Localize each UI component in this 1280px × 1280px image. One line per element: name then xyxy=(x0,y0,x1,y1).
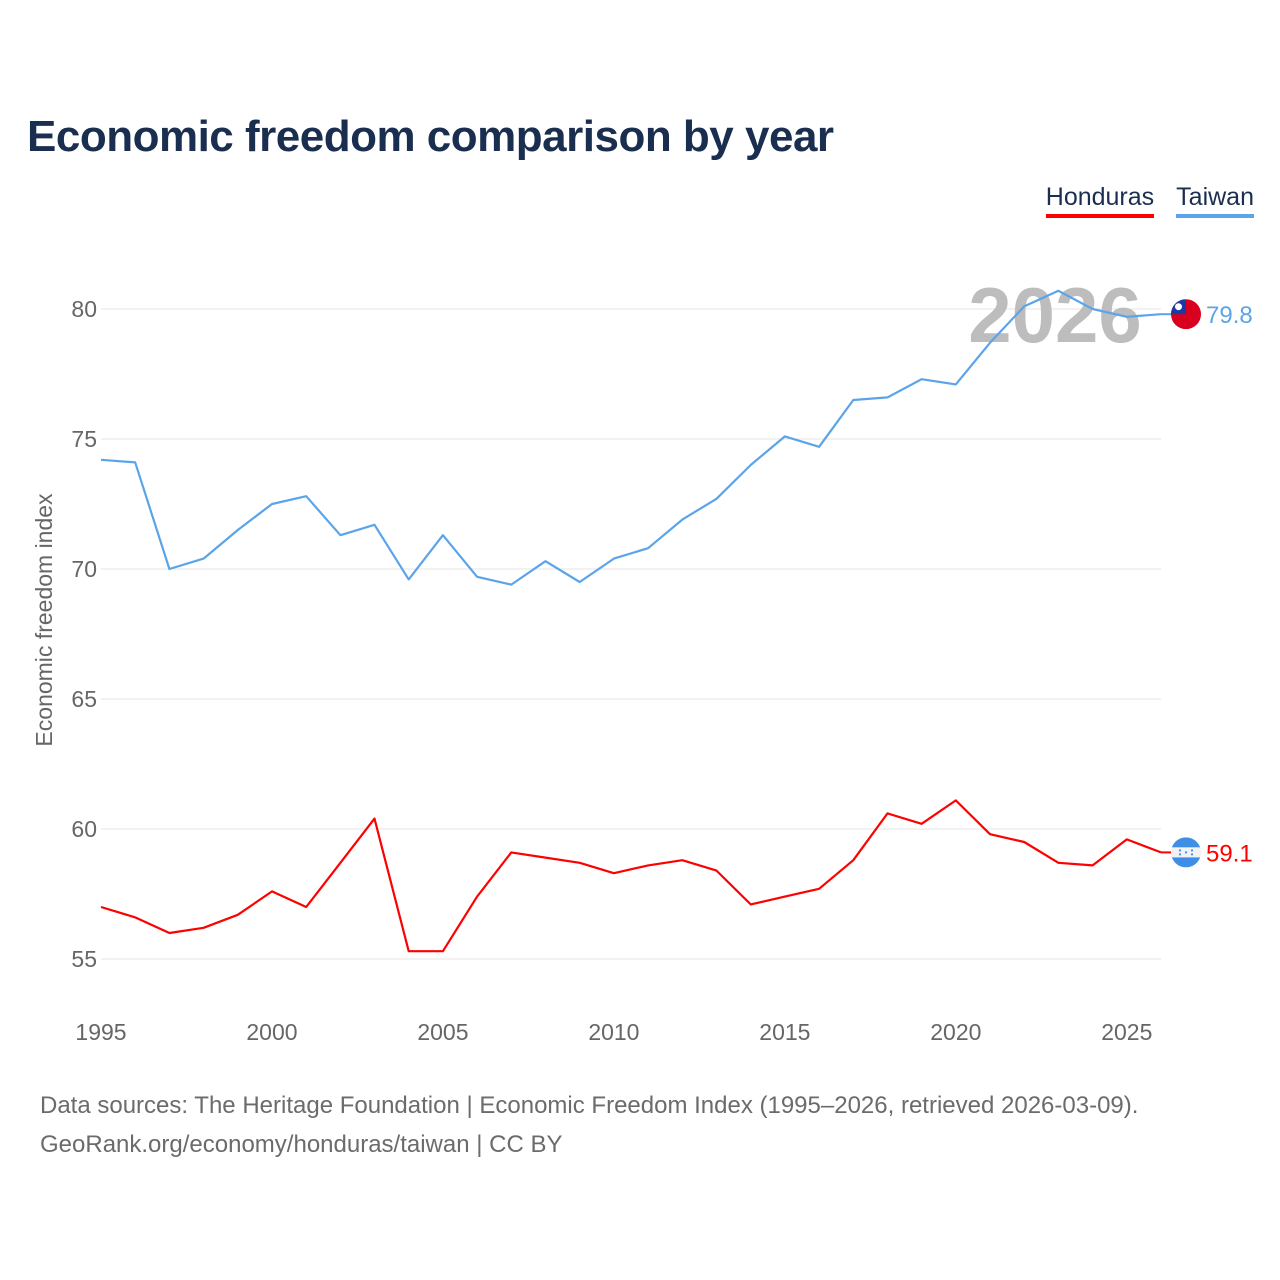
y-tick-label: 80 xyxy=(71,296,97,322)
series-line-honduras xyxy=(100,799,1162,953)
series-line-taiwan xyxy=(100,289,1162,586)
x-tick-label: 1995 xyxy=(75,1019,126,1045)
y-tick-label: 55 xyxy=(71,946,97,972)
honduras-flag-icon xyxy=(1171,837,1201,868)
x-tick-label: 2020 xyxy=(930,1019,981,1045)
y-tick-label: 65 xyxy=(71,686,97,712)
taiwan-flag-icon xyxy=(1171,299,1201,330)
attribution: GeoRank.org/economy/honduras/taiwan | CC… xyxy=(40,1131,563,1158)
footer: Data sources: The Heritage Foundation | … xyxy=(40,1086,1138,1164)
year-watermark: 2026 xyxy=(968,271,1142,359)
chart-title: Economic freedom comparison by year xyxy=(27,112,834,161)
legend-honduras[interactable]: Honduras xyxy=(1045,183,1155,218)
x-tick-label: 2015 xyxy=(759,1019,810,1045)
end-value-label-taiwan: 79.8 xyxy=(1206,302,1253,329)
source-note: Data sources: The Heritage Foundation | … xyxy=(40,1092,1139,1119)
y-tick-label: 75 xyxy=(71,426,97,452)
legend: Honduras Taiwan xyxy=(1045,183,1254,218)
x-tick-label: 2005 xyxy=(417,1019,468,1045)
y-tick-label: 60 xyxy=(71,816,97,842)
legend-taiwan[interactable]: Taiwan xyxy=(1176,183,1254,218)
x-tick-label: 2025 xyxy=(1101,1019,1152,1045)
x-tick-label: 2000 xyxy=(246,1019,297,1045)
y-axis-label: Economic freedom index xyxy=(31,493,57,747)
y-tick-label: 70 xyxy=(71,556,97,582)
end-value-label-honduras: 59.1 xyxy=(1206,840,1253,867)
x-tick-label: 2010 xyxy=(588,1019,639,1045)
